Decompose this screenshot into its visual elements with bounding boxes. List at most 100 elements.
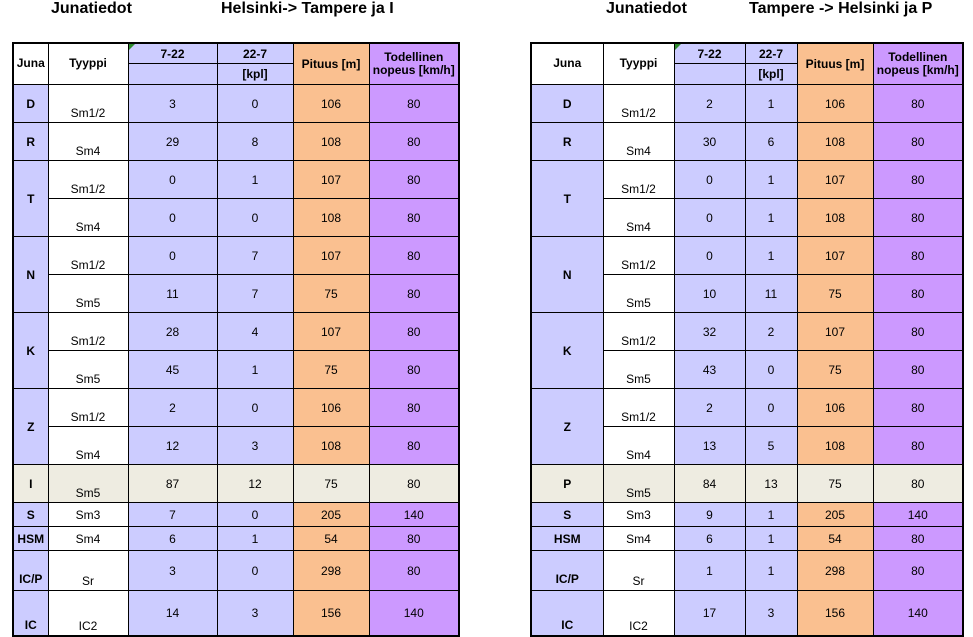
type-cell: Sm4 bbox=[47, 122, 129, 161]
juna-cell: R bbox=[530, 122, 604, 161]
speed-cell: 140 bbox=[872, 590, 964, 636]
header-length: Pituus [m] bbox=[796, 42, 874, 85]
day-count-cell: 2 bbox=[673, 84, 746, 123]
speed-cell: 80 bbox=[368, 274, 460, 313]
juna-cell: IC/P bbox=[530, 550, 604, 591]
juna-cell: T bbox=[530, 160, 604, 237]
type-cell: Sm4 bbox=[602, 526, 675, 551]
length-cell: 54 bbox=[292, 526, 370, 551]
speed-cell: 80 bbox=[368, 160, 460, 199]
table-row: T Sm1/2 0 1 107 80 bbox=[530, 160, 964, 237]
day-count-cell: 3 bbox=[127, 84, 218, 123]
left-train-table: Juna Tyyppi 7-22 22-7 Pituus [m] Todelli… bbox=[12, 42, 460, 637]
type-cell: Sm1/2 bbox=[47, 388, 129, 427]
type-cell: Sm4 bbox=[602, 198, 675, 237]
type-cell: Sr bbox=[602, 550, 675, 591]
speed-cell: 80 bbox=[872, 236, 964, 275]
speed-cell: 80 bbox=[872, 526, 964, 551]
table-row: K Sm1/2 32 2 107 80 bbox=[530, 312, 964, 389]
table-row: Sm5 45 1 75 80 bbox=[13, 350, 460, 389]
table-row: Sm4 0 1 108 80 bbox=[531, 198, 964, 237]
table-row: Sm4 0 0 108 80 bbox=[13, 198, 460, 237]
length-cell: 108 bbox=[796, 426, 874, 465]
day-count-cell: 17 bbox=[673, 590, 746, 636]
night-count-cell: 8 bbox=[216, 122, 294, 161]
type-cell: Sm5 bbox=[602, 464, 675, 503]
night-count-cell: 1 bbox=[744, 198, 798, 237]
day-count-cell: 2 bbox=[673, 388, 746, 427]
night-count-cell: 0 bbox=[216, 198, 294, 237]
header-night: 22-7 bbox=[744, 42, 798, 64]
speed-cell: 140 bbox=[872, 502, 964, 527]
type-cell: Sm4 bbox=[47, 526, 129, 551]
night-count-cell: 5 bbox=[744, 426, 798, 465]
night-count-cell: 1 bbox=[744, 526, 798, 551]
speed-cell: 140 bbox=[368, 590, 460, 636]
juna-cell: D bbox=[530, 84, 604, 123]
left-title: Junatiedot bbox=[51, 0, 132, 17]
table-row: Sm5 10 11 75 80 bbox=[531, 274, 964, 313]
day-count-cell: 0 bbox=[127, 198, 218, 237]
header-unit: [kpl] bbox=[216, 63, 294, 85]
type-cell: Sm1/2 bbox=[47, 236, 129, 275]
speed-cell: 80 bbox=[872, 426, 964, 465]
header-speed: Todellinen nopeus [km/h] bbox=[872, 42, 964, 85]
night-count-cell: 7 bbox=[216, 236, 294, 275]
night-count-cell: 3 bbox=[216, 590, 294, 636]
juna-cell: S bbox=[530, 502, 604, 527]
table-row: R Sm4 29 8 108 80 bbox=[12, 122, 460, 161]
length-cell: 75 bbox=[796, 350, 874, 389]
table-row: I Sm5 87 12 75 80 bbox=[12, 464, 460, 503]
table-row: HSM Sm4 6 1 54 80 bbox=[12, 526, 460, 551]
table-row: D Sm1/2 3 0 106 80 bbox=[12, 84, 460, 123]
table-row: D Sm1/2 2 1 106 80 bbox=[530, 84, 964, 123]
type-cell: Sm3 bbox=[602, 502, 675, 527]
day-count-cell: 7 bbox=[127, 502, 218, 527]
speed-cell: 80 bbox=[872, 122, 964, 161]
juna-cell: T bbox=[12, 160, 49, 237]
type-cell: Sm1/2 bbox=[47, 160, 129, 199]
type-cell: Sm4 bbox=[47, 198, 129, 237]
table-row: S Sm3 7 0 205 140 bbox=[12, 502, 460, 527]
juna-cell: R bbox=[12, 122, 49, 161]
type-cell: Sm4 bbox=[47, 426, 129, 465]
day-count-cell: 0 bbox=[127, 160, 218, 199]
table-row: T Sm1/2 0 1 107 80 bbox=[12, 160, 460, 237]
juna-cell: I bbox=[12, 464, 49, 503]
night-count-cell: 1 bbox=[744, 236, 798, 275]
juna-cell: HSM bbox=[12, 526, 49, 551]
night-count-cell: 3 bbox=[744, 590, 798, 636]
speed-cell: 80 bbox=[368, 350, 460, 389]
table-row: Z Sm1/2 2 0 106 80 bbox=[12, 388, 460, 465]
day-count-cell: 0 bbox=[127, 236, 218, 275]
table-row: Sm4 13 5 108 80 bbox=[531, 426, 964, 465]
length-cell: 75 bbox=[796, 274, 874, 313]
night-count-cell: 0 bbox=[216, 388, 294, 427]
speed-cell: 80 bbox=[872, 350, 964, 389]
header-tyyppi: Tyyppi bbox=[602, 42, 675, 85]
table-row: N Sm1/2 0 1 107 80 bbox=[530, 236, 964, 313]
night-count-cell: 1 bbox=[744, 550, 798, 591]
type-cell: Sm1/2 bbox=[602, 160, 675, 199]
type-cell: Sm1/2 bbox=[602, 388, 675, 427]
speed-cell: 80 bbox=[872, 274, 964, 313]
day-count-cell: 14 bbox=[127, 590, 218, 636]
speed-cell: 80 bbox=[368, 312, 460, 351]
type-cell: Sm1/2 bbox=[47, 312, 129, 351]
length-cell: 156 bbox=[292, 590, 370, 636]
day-count-cell: 2 bbox=[127, 388, 218, 427]
table-row: Sm5 43 0 75 80 bbox=[531, 350, 964, 389]
night-count-cell: 7 bbox=[216, 274, 294, 313]
table-row: Sm5 11 7 75 80 bbox=[13, 274, 460, 313]
day-count-cell: 1 bbox=[673, 550, 746, 591]
type-cell: Sr bbox=[47, 550, 129, 591]
day-count-cell: 13 bbox=[673, 426, 746, 465]
day-count-cell: 0 bbox=[673, 198, 746, 237]
header-tyyppi: Tyyppi bbox=[47, 42, 129, 85]
table-row: N Sm1/2 0 7 107 80 bbox=[12, 236, 460, 313]
juna-cell: K bbox=[12, 312, 49, 389]
night-count-cell: 13 bbox=[744, 464, 798, 503]
length-cell: 107 bbox=[796, 160, 874, 199]
juna-cell: IC/P bbox=[12, 550, 49, 591]
speed-cell: 80 bbox=[368, 388, 460, 427]
